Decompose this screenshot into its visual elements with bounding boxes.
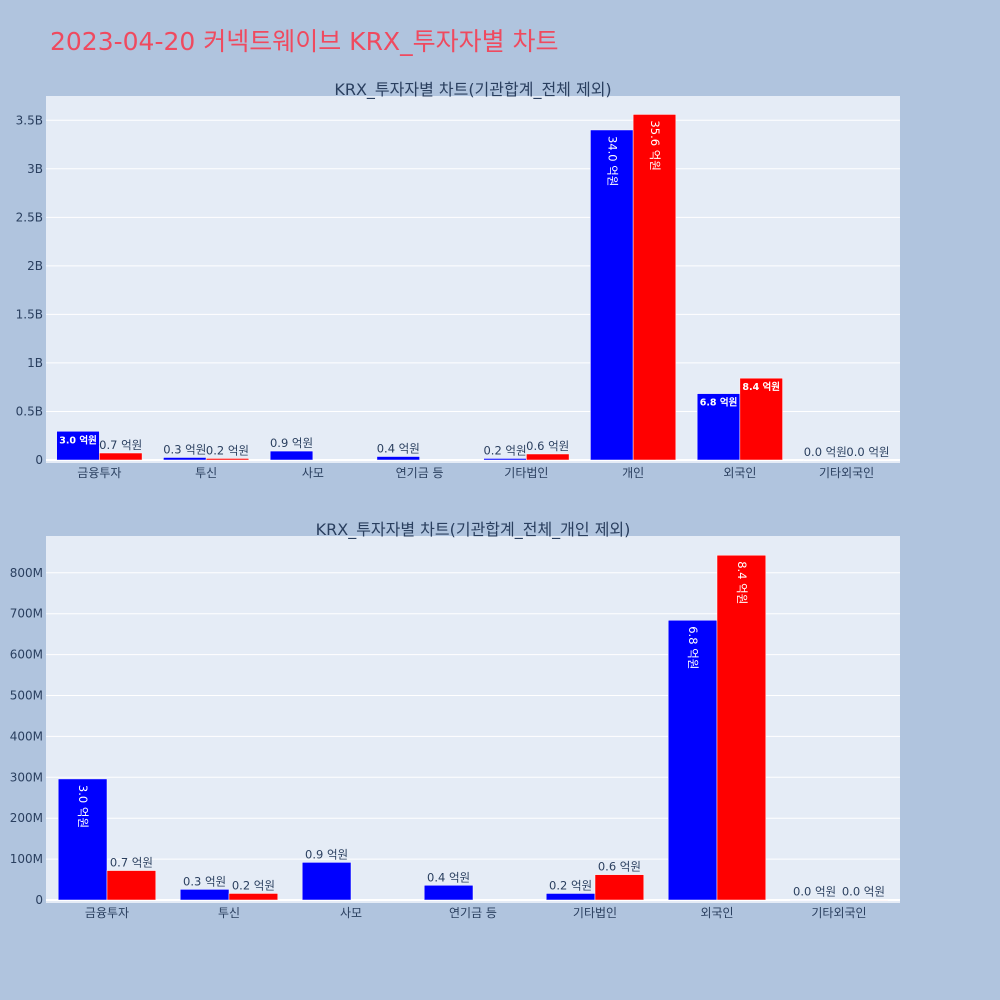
bar: [526, 453, 570, 461]
y-tick-label: 2.5B: [16, 210, 43, 224]
y-tick-label: 700M: [10, 607, 43, 621]
data-label: 6.8 억원: [700, 397, 738, 409]
y-tick-label: 1B: [27, 356, 43, 370]
data-label: 0.7 억원: [110, 856, 153, 870]
data-label: 8.4 억원: [735, 561, 749, 604]
bar: [228, 893, 279, 901]
plot-area: [46, 536, 900, 903]
bar: [594, 874, 645, 901]
chart-2: 0 100M 200M 300M 400M 500M 600M 700M 800M KRX_투자자…: [10, 520, 900, 920]
x-tick-label: 외국인: [723, 466, 756, 480]
x-tick-label: 투신: [195, 466, 217, 480]
bar: [376, 456, 420, 461]
data-label: 0.0 억원: [846, 445, 889, 459]
data-label: 0.0 억원: [842, 885, 885, 899]
bar: [803, 459, 847, 461]
bar: [56, 431, 100, 461]
page-title: 2023-04-20 커넥트웨이브 KRX_투자자별 차트: [50, 27, 559, 56]
data-label: 0.2 억원: [206, 443, 249, 457]
x-tick-label: 기타법인: [573, 906, 617, 920]
data-label: 0.6 억원: [598, 860, 641, 874]
data-label: 0.3 억원: [183, 874, 226, 888]
data-label: 0.9 억원: [270, 436, 313, 450]
chart-title: KRX_투자자별 차트(기관합계_전체_개인 제외): [316, 520, 631, 540]
data-label: 8.4 억원: [742, 381, 780, 393]
x-tick-label: 사모: [340, 906, 362, 920]
data-label: 0.2 억원: [232, 878, 275, 892]
data-label: 0.2 억원: [483, 443, 526, 457]
data-label: 0.4 억원: [427, 870, 470, 884]
y-tick-label: 0: [35, 453, 43, 467]
data-label: 0.2 억원: [549, 878, 592, 892]
x-tick-label: 사모: [302, 466, 324, 480]
bar: [423, 885, 474, 901]
y-tick-label: 0: [35, 893, 43, 907]
data-label: 0.4 억원: [377, 442, 420, 456]
x-tick-label: 금융투자: [77, 466, 121, 480]
bar: [739, 377, 783, 461]
y-tick-label: 500M: [10, 689, 43, 703]
data-label: 34.0 억원: [605, 136, 619, 186]
y-tick-label: 3.5B: [16, 113, 43, 127]
data-label: 3.0 억원: [59, 434, 97, 446]
x-tick-label: 개인: [622, 466, 644, 480]
data-label: 0.0 억원: [793, 885, 836, 899]
bar: [846, 459, 890, 461]
x-tick-label: 금융투자: [85, 906, 129, 920]
bar: [57, 778, 108, 901]
data-label: 0.9 억원: [305, 847, 348, 861]
x-tick-label: 연기금 등: [449, 906, 497, 920]
y-tick-label: 600M: [10, 648, 43, 662]
x-tick-label: 기타법인: [504, 466, 548, 480]
y-tick-label: 1.5B: [16, 307, 43, 321]
bar: [838, 899, 889, 901]
bar: [789, 899, 840, 901]
bar: [179, 889, 230, 901]
y-tick-label: 300M: [10, 770, 43, 784]
data-label: 6.8 억원: [686, 626, 700, 669]
y-tick-label: 100M: [10, 852, 43, 866]
bar: [269, 450, 314, 461]
data-label: 0.0 억원: [804, 445, 847, 459]
x-tick-label: 외국인: [700, 906, 733, 920]
data-label: 35.6 억원: [648, 120, 662, 170]
bar: [632, 114, 677, 461]
data-label: 0.3 억원: [163, 442, 206, 456]
bar: [716, 554, 767, 901]
y-tick-label: 3B: [27, 162, 43, 176]
bar: [205, 458, 250, 461]
data-label: 0.7 억원: [99, 438, 142, 452]
x-tick-label: 기타외국인: [819, 466, 874, 480]
chart-title: KRX_투자자별 차트(기관합계_전체 제외): [334, 80, 611, 100]
chart-1: 0 0.5B 1B 1.5B 2B 2.5B 3B 3.5B KRX_투자자별 차트(기관합계_…: [16, 80, 900, 480]
bar: [106, 870, 157, 901]
x-tick-label: 투신: [218, 906, 240, 920]
y-tick-label: 200M: [10, 811, 43, 825]
y-tick-label: 0.5B: [16, 404, 43, 418]
bar: [163, 457, 207, 461]
bar: [667, 620, 718, 901]
bar: [483, 458, 527, 461]
x-tick-label: 연기금 등: [396, 466, 444, 480]
data-label: 0.6 억원: [526, 439, 569, 453]
bar: [99, 452, 143, 461]
x-tick-label: 기타외국인: [811, 906, 866, 920]
y-tick-label: 2B: [27, 259, 43, 273]
data-label: 3.0 억원: [76, 785, 90, 828]
y-tick-label: 800M: [10, 566, 43, 580]
bar: [545, 893, 596, 901]
bar: [301, 862, 352, 901]
y-tick-label: 400M: [10, 729, 43, 743]
